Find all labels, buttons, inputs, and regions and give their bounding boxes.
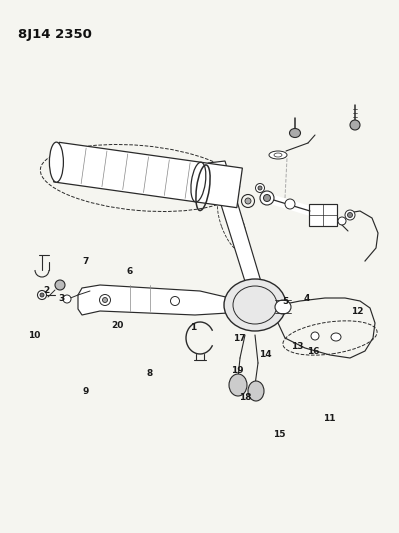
Text: 5: 5 xyxy=(282,297,288,305)
Text: 20: 20 xyxy=(111,321,124,329)
Ellipse shape xyxy=(263,195,271,201)
Ellipse shape xyxy=(345,210,355,220)
Ellipse shape xyxy=(350,120,360,130)
Text: 9: 9 xyxy=(83,387,89,396)
Text: 11: 11 xyxy=(323,414,336,423)
Ellipse shape xyxy=(285,199,295,209)
Text: 1: 1 xyxy=(190,324,197,332)
Text: 18: 18 xyxy=(239,393,252,401)
Text: 13: 13 xyxy=(291,342,304,351)
Ellipse shape xyxy=(63,295,71,303)
Text: 8: 8 xyxy=(146,369,153,377)
Polygon shape xyxy=(78,285,230,315)
Ellipse shape xyxy=(290,128,300,138)
Text: 4: 4 xyxy=(304,294,310,303)
Ellipse shape xyxy=(103,297,107,303)
Text: 2: 2 xyxy=(43,286,49,295)
Ellipse shape xyxy=(38,290,47,300)
Ellipse shape xyxy=(331,333,341,341)
Polygon shape xyxy=(53,142,242,208)
Text: 14: 14 xyxy=(259,350,272,359)
Ellipse shape xyxy=(275,300,291,314)
Ellipse shape xyxy=(55,280,65,290)
Ellipse shape xyxy=(40,293,44,297)
Text: 12: 12 xyxy=(351,308,363,316)
Text: 15: 15 xyxy=(273,430,286,439)
Text: 10: 10 xyxy=(28,332,40,340)
Ellipse shape xyxy=(338,217,346,225)
Ellipse shape xyxy=(170,296,180,305)
Ellipse shape xyxy=(260,191,274,205)
Ellipse shape xyxy=(49,142,63,182)
Text: 19: 19 xyxy=(231,366,244,375)
Ellipse shape xyxy=(229,374,247,396)
Ellipse shape xyxy=(348,213,352,217)
Bar xyxy=(309,204,337,226)
Ellipse shape xyxy=(99,295,111,305)
Text: 8J14 2350: 8J14 2350 xyxy=(18,28,92,41)
Text: 6: 6 xyxy=(126,268,133,276)
Ellipse shape xyxy=(191,162,206,202)
Ellipse shape xyxy=(258,186,262,190)
Text: 16: 16 xyxy=(307,348,320,356)
Ellipse shape xyxy=(245,198,251,204)
Ellipse shape xyxy=(248,381,264,401)
Text: 7: 7 xyxy=(83,257,89,265)
Text: 17: 17 xyxy=(233,334,246,343)
Text: 3: 3 xyxy=(59,294,65,303)
Ellipse shape xyxy=(311,332,319,340)
Ellipse shape xyxy=(255,183,265,192)
Polygon shape xyxy=(208,161,262,291)
Ellipse shape xyxy=(224,279,286,331)
Ellipse shape xyxy=(269,151,287,159)
